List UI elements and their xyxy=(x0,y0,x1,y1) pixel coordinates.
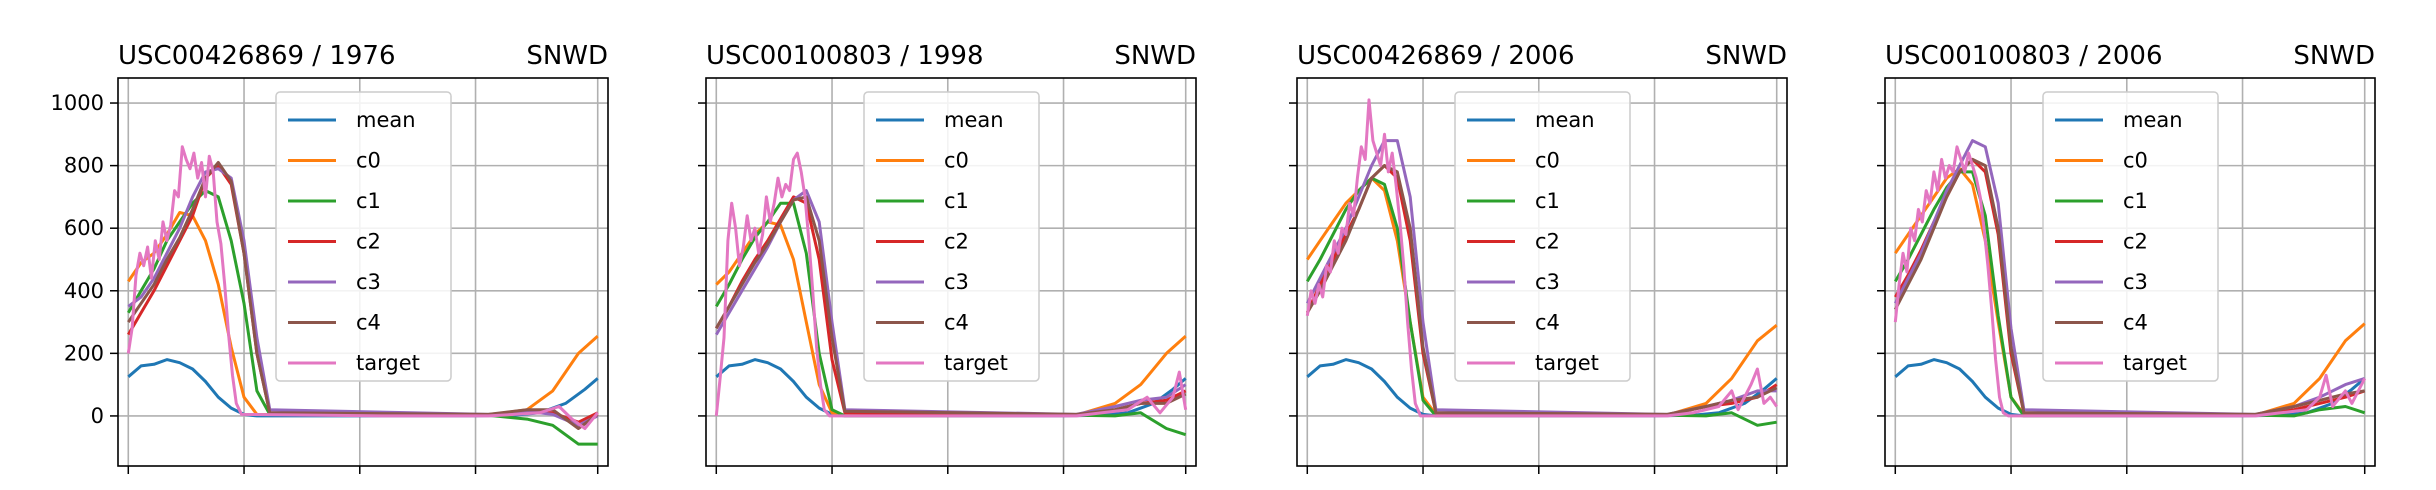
legend-box xyxy=(275,91,452,382)
series-line-c0 xyxy=(715,220,1187,417)
panel-1: 0 200 400 600 800 1000 USC00426869 / 1976 SNWD m… xyxy=(51,41,609,474)
legend-label-c1: c1 xyxy=(2123,189,2148,213)
legend-box xyxy=(1454,91,1631,382)
legend-label-c0: c0 xyxy=(1535,149,1560,173)
y-tick-label: 800 xyxy=(64,154,104,178)
series-line-c3 xyxy=(1893,139,2366,416)
legend: mean c0 c1 c2 c3 c4 target xyxy=(863,91,1040,382)
panel-title: USC00100803 / 2006 xyxy=(1885,41,2162,71)
legend-label-target: target xyxy=(356,351,420,375)
legend-label-c3: c3 xyxy=(944,270,969,294)
legend: mean c0 c1 c2 c3 c4 target xyxy=(1454,91,1631,382)
legend-label-c1: c1 xyxy=(1535,189,1560,213)
y-tick-label: 600 xyxy=(64,216,104,240)
panel-title: USC00426869 / 2006 xyxy=(1297,41,1574,71)
axes-frame xyxy=(1884,77,2376,467)
legend: mean c0 c1 c2 c3 c4 target xyxy=(275,91,452,382)
y-tick-label: 200 xyxy=(64,341,104,365)
legend-label-c4: c4 xyxy=(1535,311,1560,335)
panel-title: USC00426869 / 1976 xyxy=(118,41,395,71)
series-line-c1 xyxy=(1894,170,2366,418)
series-line-c4 xyxy=(1893,157,2365,416)
legend: mean c0 c1 c2 c3 c4 target xyxy=(2042,91,2219,382)
series-line-c4 xyxy=(715,195,1187,416)
legend-label-mean: mean xyxy=(356,108,416,132)
panel-title: USC00100803 / 1998 xyxy=(706,41,983,71)
series-group xyxy=(1305,98,1778,427)
panel-4: USC00100803 / 2006 SNWD mean c0 c1 c2 c3 c4 targ… xyxy=(1877,41,2376,474)
legend-label-c0: c0 xyxy=(944,149,969,173)
legend-label-c4: c4 xyxy=(2123,311,2148,335)
legend-label-target: target xyxy=(1535,351,1599,375)
legend-box xyxy=(2042,91,2219,382)
legend-label-c0: c0 xyxy=(356,149,381,173)
y-tick-label: 0 xyxy=(91,404,104,428)
y-tick-label: 400 xyxy=(64,279,104,303)
series-line-target xyxy=(126,145,599,430)
series-line-c4 xyxy=(127,161,599,430)
panel-variable-label: SNWD xyxy=(2293,41,2375,71)
axes-frame xyxy=(705,77,1197,467)
y-tick-label: 1000 xyxy=(51,91,104,115)
panel-3: USC00426869 / 2006 SNWD mean c0 c1 c2 c3 c4 targ… xyxy=(1289,41,1788,474)
series-line-c1 xyxy=(127,189,598,446)
legend-label-target: target xyxy=(2123,351,2187,375)
panel-variable-label: SNWD xyxy=(526,41,608,71)
series-line-target xyxy=(1305,98,1778,418)
series-group xyxy=(1893,139,2367,418)
legend-label-c4: c4 xyxy=(944,311,969,335)
panel-variable-label: SNWD xyxy=(1705,41,1787,71)
legend-label-mean: mean xyxy=(944,108,1004,132)
legend-label-c3: c3 xyxy=(356,270,381,294)
legend-label-target: target xyxy=(944,351,1008,375)
series-group xyxy=(714,151,1188,437)
series-line-target xyxy=(714,151,1188,418)
series-line-c3 xyxy=(715,189,1187,416)
legend-label-c2: c2 xyxy=(2123,230,2148,254)
legend-label-mean: mean xyxy=(1535,108,1595,132)
legend-label-c4: c4 xyxy=(356,311,381,335)
axes-frame xyxy=(117,77,609,467)
legend-label-c2: c2 xyxy=(944,230,969,254)
legend-label-c1: c1 xyxy=(356,189,381,213)
legend-label-mean: mean xyxy=(2123,108,2183,132)
series-line-target xyxy=(1893,145,2367,418)
legend-box xyxy=(863,91,1040,382)
legend-label-c3: c3 xyxy=(2123,270,2148,294)
legend-label-c2: c2 xyxy=(356,230,381,254)
legend-label-c2: c2 xyxy=(1535,230,1560,254)
panel-2: USC00100803 / 1998 SNWD mean c0 c1 c2 c3 c4 targ… xyxy=(698,41,1197,474)
legend-label-c0: c0 xyxy=(2123,149,2148,173)
axes-frame xyxy=(1296,77,1788,467)
panel-variable-label: SNWD xyxy=(1114,41,1196,71)
series-group xyxy=(126,145,599,446)
legend-label-c3: c3 xyxy=(1535,270,1560,294)
series-line-c0 xyxy=(1894,167,2366,417)
legend-label-c1: c1 xyxy=(944,189,969,213)
